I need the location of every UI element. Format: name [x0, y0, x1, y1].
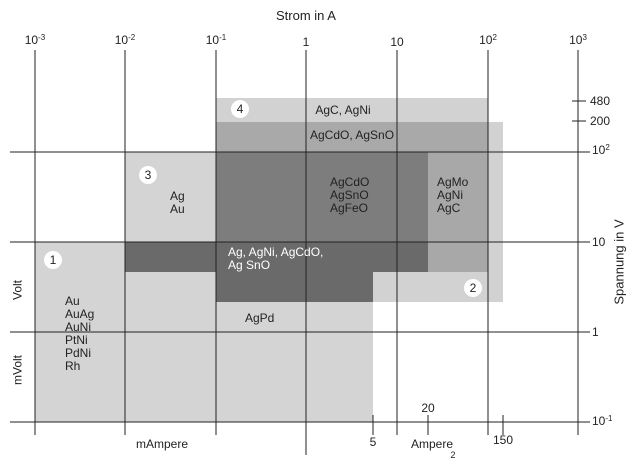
bottom-label-five: 5: [369, 435, 377, 449]
right-tick-10: 10: [592, 235, 606, 249]
region-1-materials: Au AuAg AuNi PtNi PdNi Rh: [65, 294, 95, 373]
right-tick-1e2: 102: [592, 143, 610, 157]
right-axis-ticks: [572, 100, 586, 122]
region-1-badge: 1: [44, 251, 62, 269]
agcdo-agsno-label: AgCdO, AgSnO: [309, 128, 395, 142]
agpd-label: AgPd: [245, 311, 275, 325]
right-tick-200: 200: [590, 114, 611, 128]
region-3-badge: 3: [139, 166, 157, 184]
top-axis-ticks: [34, 50, 579, 58]
top-tick-10: 10: [390, 35, 404, 49]
bottom-label-twenty: 20: [421, 401, 435, 415]
right-tick-480: 480: [590, 94, 611, 108]
top-tick-1e2: 102: [479, 33, 497, 47]
bottom-label-onefifty: 150: [492, 433, 514, 447]
dark-band-lower: [216, 272, 373, 302]
top-tick-1e-3: 10-3: [24, 33, 46, 47]
right-tick-1e-1: 10-1: [592, 414, 613, 428]
right-axis-title: Spannung in V: [611, 219, 627, 305]
dark-band-label: Ag, AgNi, AgCdO, Ag SnO: [228, 245, 324, 272]
top-tick-1: 1: [302, 35, 310, 49]
top-tick-1e-2: 10-2: [114, 33, 136, 47]
agpd-area: [216, 302, 373, 422]
grid-lines: [10, 50, 590, 455]
top-axis-title: Strom in A: [276, 8, 336, 23]
left-label-mvolt: mVolt: [10, 354, 25, 386]
region-2-area: [428, 152, 488, 272]
left-label-volt: Volt: [10, 279, 25, 301]
region-4-badge: 4: [231, 100, 249, 118]
bottom-axis-ticks: [372, 415, 504, 435]
region-4-materials: AgC, AgNi: [315, 103, 371, 117]
region-2-badge: 2: [464, 279, 482, 297]
region-3-materials: Ag Au: [170, 189, 185, 216]
region-2-materials: AgMo AgNi AgC: [437, 175, 469, 215]
bottom-label-ampere: Ampere: [411, 437, 454, 451]
right-tick-1: 1: [592, 325, 599, 339]
top-tick-1e-1: 10-1: [205, 33, 227, 47]
dark-band-area: [125, 242, 428, 272]
top-tick-1e3: 103: [569, 33, 587, 47]
bottom-label-mampere: mAmpere: [136, 437, 189, 451]
center-stack-label: AgCdO AgSnO AgFeO: [330, 175, 370, 215]
bottom-label-two: 2: [450, 450, 456, 460]
